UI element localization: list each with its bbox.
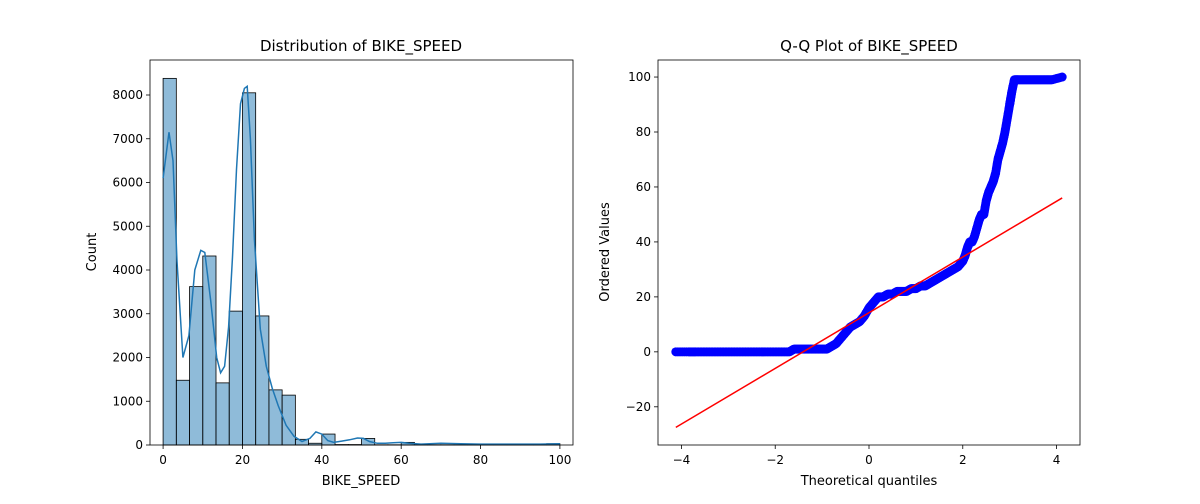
y-tick-label: 20	[636, 290, 651, 304]
y-tick-label: 0	[135, 438, 143, 452]
y-tick-label: 100	[628, 70, 651, 84]
x-tick-label: 40	[314, 453, 329, 467]
histogram-x-ticks: 0 20 40 60 80 100	[159, 445, 571, 467]
histogram-bar	[216, 383, 229, 445]
y-tick-label: 0	[643, 345, 651, 359]
qq-xlabel: Theoretical quantiles	[800, 474, 938, 489]
y-tick-label: 40	[636, 235, 651, 249]
qq-fit-line	[676, 198, 1062, 427]
y-tick-label: 6000	[112, 176, 143, 190]
x-tick-label: 20	[235, 453, 250, 467]
x-tick-label: 0	[159, 453, 167, 467]
histogram-bar	[242, 93, 255, 445]
x-tick-label: 2	[959, 453, 967, 467]
y-tick-label: 1000	[112, 394, 143, 408]
y-tick-label: −20	[626, 400, 651, 414]
y-tick-label: 60	[636, 180, 651, 194]
qq-points	[671, 73, 1066, 357]
qq-title: Q-Q Plot of BIKE_SPEED	[780, 37, 958, 56]
qq-x-ticks: −4 −2 0 2 4	[673, 445, 1061, 467]
histogram-xlabel: BIKE_SPEED	[322, 474, 401, 489]
qq-axes-frame	[658, 60, 1080, 445]
y-tick-label: 8000	[112, 88, 143, 102]
x-tick-label: 4	[1053, 453, 1061, 467]
qq-y-ticks: −20 0 20 40 60 80 100	[626, 70, 658, 414]
histogram-bar	[176, 380, 189, 445]
qq-point	[1058, 73, 1067, 82]
y-tick-label: 3000	[112, 307, 143, 321]
histogram-y-ticks: 0 1000 2000 3000 4000 5000 6000 7000 8000	[112, 88, 150, 452]
x-tick-label: −4	[673, 453, 691, 467]
histogram-ylabel: Count	[85, 233, 100, 272]
x-tick-label: 0	[865, 453, 873, 467]
histogram-bar	[256, 316, 269, 445]
histogram-bars	[163, 78, 560, 445]
y-tick-label: 4000	[112, 263, 143, 277]
y-tick-label: 80	[636, 125, 651, 139]
x-tick-label: −2	[766, 453, 784, 467]
x-tick-label: 100	[548, 453, 571, 467]
y-tick-label: 5000	[112, 219, 143, 233]
histogram-bar	[229, 311, 242, 445]
x-tick-label: 60	[394, 453, 409, 467]
y-tick-label: 2000	[112, 351, 143, 365]
histogram-title: Distribution of BIKE_SPEED	[260, 37, 462, 56]
y-tick-label: 7000	[112, 132, 143, 146]
qq-ylabel: Ordered Values	[598, 202, 613, 302]
x-tick-label: 80	[473, 453, 488, 467]
